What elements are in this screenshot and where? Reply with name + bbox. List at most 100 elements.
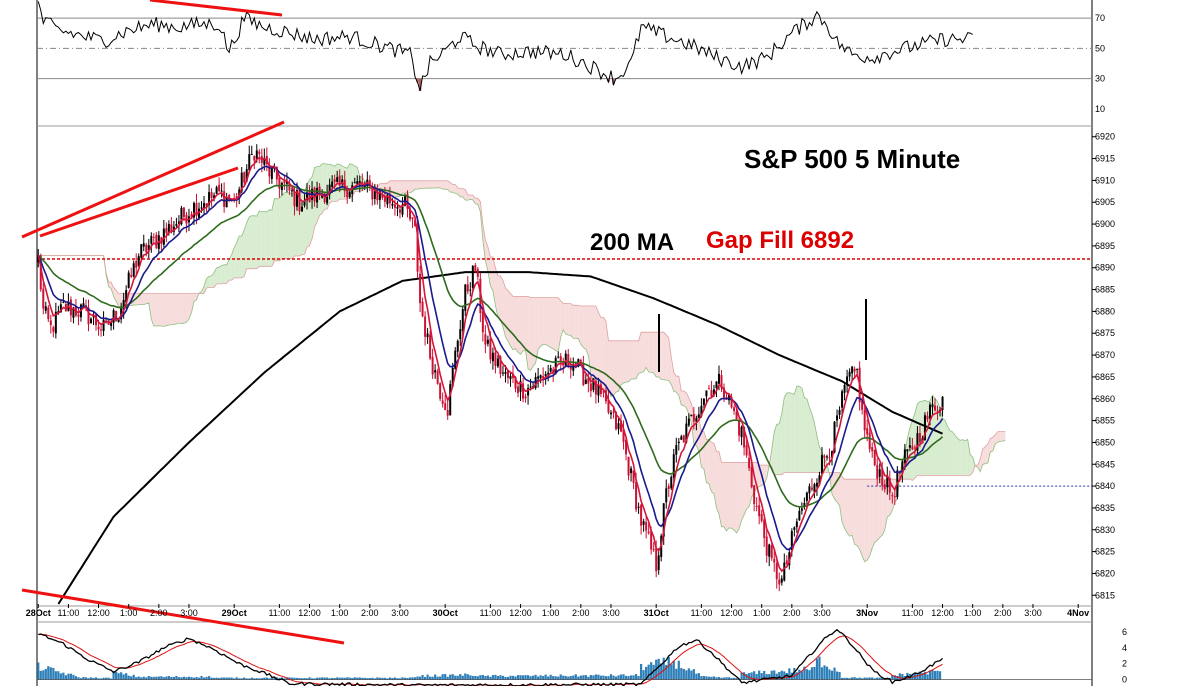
cloud-segment — [854, 479, 858, 546]
cloud-segment — [960, 439, 963, 476]
rsi-tick-label: 10 — [1095, 104, 1105, 114]
cloud-segment — [312, 167, 315, 239]
macd-histogram-bar — [328, 678, 331, 680]
candle — [215, 185, 218, 194]
candle — [926, 411, 929, 423]
macd-histogram-bar — [788, 668, 791, 680]
candle — [569, 357, 572, 379]
macd-histogram-bar — [680, 668, 683, 680]
macd-histogram-bar — [587, 676, 590, 680]
macd-histogram-bar — [931, 670, 934, 680]
macd-histogram-bar — [923, 671, 927, 680]
cloud-segment — [739, 462, 742, 529]
macd-histogram-bar — [660, 663, 663, 680]
cloud-segment — [289, 192, 292, 259]
macd-histogram-bar — [863, 677, 866, 680]
macd-histogram-bar — [823, 665, 826, 680]
macd-histogram-bar — [818, 656, 821, 680]
cloud-segment — [274, 198, 277, 261]
cloud-segment — [168, 293, 172, 326]
macd-histogram-bar — [418, 676, 422, 680]
macd-histogram-bar — [619, 674, 623, 680]
price-tick-label: 6840 — [1095, 481, 1115, 491]
macd-histogram-bar — [851, 677, 854, 680]
macd-histogram-bar — [589, 675, 592, 680]
cloud-segment — [264, 211, 267, 267]
macd-histogram-bar — [303, 678, 306, 680]
macd-histogram-bar — [331, 677, 334, 680]
macd-histogram-bar — [145, 677, 148, 680]
cloud-segment — [859, 479, 863, 557]
macd-histogram-bar — [712, 676, 716, 680]
cloud-segment — [495, 267, 498, 317]
macd-histogram-bar — [866, 677, 869, 680]
candle — [353, 177, 356, 184]
macd-histogram-bar — [574, 674, 577, 680]
cloud-segment — [864, 479, 868, 562]
macd-histogram-bar — [645, 666, 648, 680]
candle — [476, 266, 479, 281]
cloud-segment — [641, 332, 644, 373]
macd-histogram-bar — [471, 675, 474, 680]
macd-histogram-bar — [207, 676, 211, 680]
candle — [401, 197, 404, 218]
macd-histogram-bar — [717, 676, 721, 680]
candle — [768, 543, 771, 567]
macd-histogram-bar — [474, 675, 477, 680]
time-tick-label: 3:00 — [813, 608, 831, 618]
macd-histogram-bar — [657, 658, 660, 680]
candle — [823, 454, 826, 467]
candle — [798, 506, 801, 521]
candle — [733, 405, 736, 415]
cloud-segment — [505, 288, 508, 342]
cloud-segment — [279, 195, 282, 261]
candle — [878, 463, 881, 484]
candle — [127, 270, 130, 289]
cloud-segment — [528, 296, 531, 371]
cloud-segment — [663, 332, 667, 381]
candle — [677, 437, 680, 451]
candle — [268, 158, 271, 184]
cloud-segment — [917, 401, 920, 476]
macd-axis: 6 4 2 0 — [1122, 627, 1127, 685]
cloud-segment — [535, 297, 539, 364]
price-tick-label: 6900 — [1095, 219, 1115, 229]
cloud-segment — [467, 194, 471, 201]
macd-histogram-bar — [275, 677, 278, 680]
cloud-segment — [573, 305, 576, 339]
candle — [803, 497, 806, 510]
cloud-segment — [962, 439, 966, 476]
cloud-segment — [402, 180, 405, 194]
macd-histogram-bar — [727, 677, 731, 680]
candle — [79, 303, 82, 322]
cloud-segment — [847, 479, 850, 537]
cloud-segment — [789, 392, 792, 473]
candle — [378, 190, 381, 209]
macd-histogram-bar — [768, 674, 771, 680]
macd-histogram-bar — [494, 674, 497, 680]
cloud-segment — [221, 264, 225, 284]
cloud-segment — [485, 240, 488, 272]
cloud-segment — [869, 479, 873, 557]
candle — [647, 522, 650, 535]
candle — [203, 195, 206, 216]
cloud-segment — [497, 275, 501, 320]
cloud-segment — [746, 462, 750, 510]
macd-histogram-bar — [260, 678, 263, 680]
macd-histogram-bar — [682, 668, 685, 680]
macd-histogram-bar — [800, 671, 803, 680]
price-panel: 6815 6820 6825 6830 6835 6840 6845 6850 6855 6860… — [21, 0, 1115, 645]
cloud-segment — [435, 180, 438, 189]
cloud-segment — [643, 332, 647, 372]
cloud-segment — [231, 247, 235, 281]
macd-histogram-bar — [343, 677, 346, 680]
macd-histogram-bar — [695, 673, 698, 680]
macd-histogram-bar — [815, 658, 819, 680]
macd-histogram-bar — [59, 673, 62, 680]
cloud-segment — [543, 297, 546, 345]
macd-histogram-bar — [459, 674, 462, 680]
macd-histogram-bar — [627, 676, 630, 680]
cloud-segment — [236, 236, 240, 278]
candle — [765, 528, 768, 563]
macd-histogram-bar — [715, 677, 718, 680]
